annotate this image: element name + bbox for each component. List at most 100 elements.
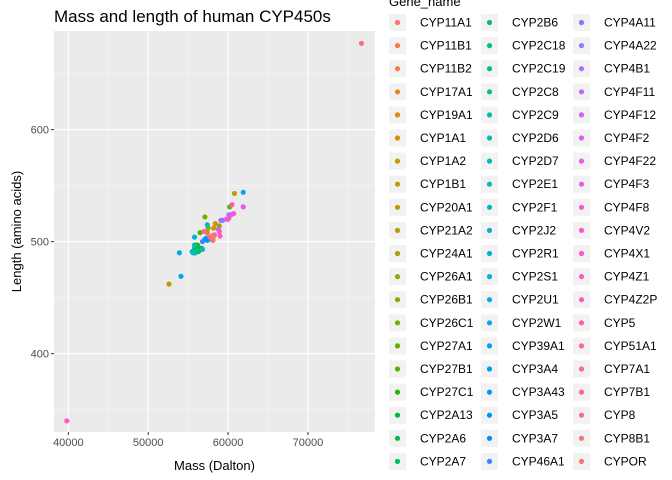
data-point-cyp1a2 [212, 221, 218, 227]
legend-swatch [394, 274, 401, 280]
legend-item-cyp26b1: CYP26B1 [389, 291, 473, 309]
data-point-cyp8 [358, 40, 365, 46]
legend-swatch [486, 66, 493, 72]
x-axis-ticks: 40000 50000 60000 70000 [53, 432, 323, 449]
legend-item-cyp4a22: CYP4A22 [573, 37, 657, 55]
data-point-cyp39a1 [178, 273, 184, 279]
legend-item-cyp2e1: CYP2E1 [481, 175, 558, 193]
data-point-cyp20a1 [166, 281, 172, 287]
legend-swatch [578, 412, 585, 418]
x-tick-label: 40000 [53, 437, 84, 449]
legend-item-cyp2c9: CYP2C9 [481, 106, 559, 124]
legend-label: CYP11B1 [420, 39, 472, 53]
legend-swatch [486, 43, 493, 49]
legend-label: CYP39A1 [512, 339, 565, 353]
legend-label: CYP26C1 [420, 316, 474, 330]
legend-swatch [394, 112, 401, 118]
legend-item-cyp2s1: CYP2S1 [481, 268, 558, 286]
legend-label: CYP7B1 [604, 385, 650, 399]
legend-label: CYP11B2 [420, 62, 472, 76]
x-tick-label: 60000 [213, 437, 244, 449]
legend-swatch [578, 389, 585, 395]
legend-label: CYP2A6 [420, 431, 466, 445]
legend-swatch [578, 135, 585, 141]
legend-swatch [578, 343, 585, 349]
legend-label: CYP2A13 [420, 408, 473, 422]
data-point-cyp4z1 [217, 233, 223, 239]
legend-swatch [486, 320, 493, 326]
data-point-cyp2u1 [240, 189, 246, 195]
legend-item-cyp2f1: CYP2F1 [481, 198, 558, 216]
legend-item-cyp4f22: CYP4F22 [573, 152, 656, 170]
legend-label: CYP2U1 [512, 293, 559, 307]
legend-swatch [394, 204, 401, 210]
legend-item-cyp24a1: CYP24A1 [389, 245, 473, 262]
legend-swatch [394, 458, 401, 464]
legend-item-cyp17a1: CYP17A1 [389, 83, 473, 101]
legend-swatch [486, 458, 493, 464]
legend-item-cyp4v2: CYP4V2 [573, 221, 650, 239]
legend-item-cyp2a13: CYP2A13 [389, 406, 473, 424]
legend-swatch [486, 89, 493, 95]
legend-item-cyp26c1: CYP26C1 [389, 314, 474, 332]
y-tick-label: 400 [31, 349, 49, 361]
legend-label: CYP4F2 [604, 131, 650, 145]
legend-item-cyp7b1: CYP7B1 [573, 383, 650, 401]
legend-label: CYP27B1 [420, 362, 473, 376]
legend-label: CYP24A1 [420, 247, 473, 261]
data-point-cyp4v2 [231, 210, 237, 217]
legend-label: CYP4F8 [604, 200, 650, 214]
data-point-cyp8b1 [210, 237, 216, 244]
legend-item-cyp4z1: CYP4Z1 [573, 268, 650, 286]
legend-item-cyp26a1: CYP26A1 [389, 268, 473, 286]
y-tick-label: 500 [31, 237, 49, 249]
legend-label: CYP2C8 [512, 85, 559, 99]
legend-label: CYP8 [604, 408, 636, 422]
legend-swatch [486, 435, 493, 441]
legend-label: CYP11A1 [420, 16, 472, 30]
legend-swatch [486, 135, 493, 141]
legend-swatch [394, 389, 401, 395]
data-point-cyp2d7 [204, 222, 210, 228]
legend-swatch [578, 112, 585, 118]
legend-item-cyp4f3: CYP4F3 [573, 175, 650, 193]
legend-swatch [578, 297, 585, 303]
data-point-cyp1a1 [211, 225, 217, 231]
legend-item-cyp2d6: CYP2D6 [481, 129, 559, 147]
legend-swatch [578, 435, 585, 441]
legend-label: CYPOR [604, 454, 647, 468]
data-point-cyp1b1 [231, 190, 238, 197]
legend-swatch [394, 297, 401, 303]
legend-item-cyp11b1: CYP11B1 [389, 37, 472, 55]
legend-swatch [486, 274, 493, 280]
legend-label: CYP27C1 [420, 385, 474, 399]
x-tick-label: 70000 [293, 437, 324, 449]
legend-item-cyp4f11: CYP4F11 [573, 83, 655, 101]
legend: Gene_name CYP11A1 CYP11B1 CYP11B2 CYP17A1 CY… [389, 0, 657, 470]
legend-label: CYP2D7 [512, 154, 559, 168]
legend-item-cyp2c8: CYP2C8 [481, 83, 559, 101]
legend-label: CYP4X1 [604, 247, 650, 261]
legend-label: CYP3A4 [512, 362, 558, 376]
legend-item-cyp2j2: CYP2J2 [481, 221, 556, 239]
legend-item-cyp4f8: CYP4F8 [573, 198, 650, 216]
legend-label: CYP2J2 [512, 223, 556, 237]
data-point-cyp27b1 [197, 230, 203, 236]
legend-swatch [394, 320, 401, 326]
legend-swatch [394, 135, 401, 141]
legend-swatch [486, 158, 493, 164]
legend-label: CYP7A1 [604, 362, 650, 376]
legend-label: CYP3A7 [512, 431, 558, 445]
legend-item-cyp2b6: CYP2B6 [481, 14, 558, 31]
legend-label: CYP4F11 [604, 85, 655, 99]
legend-label: CYP4B1 [604, 62, 650, 76]
legend-swatch [394, 250, 401, 257]
legend-label: CYP21A2 [420, 223, 473, 237]
legend-label: CYP19A1 [420, 108, 473, 122]
legend-swatch [578, 158, 585, 164]
legend-label: CYP5 [604, 316, 636, 330]
legend-label: CYP20A1 [420, 200, 473, 214]
data-point-cyp2s1 [191, 234, 198, 240]
legend-item-cypor: CYPOR [573, 452, 647, 470]
legend-title: Gene_name [389, 0, 461, 9]
